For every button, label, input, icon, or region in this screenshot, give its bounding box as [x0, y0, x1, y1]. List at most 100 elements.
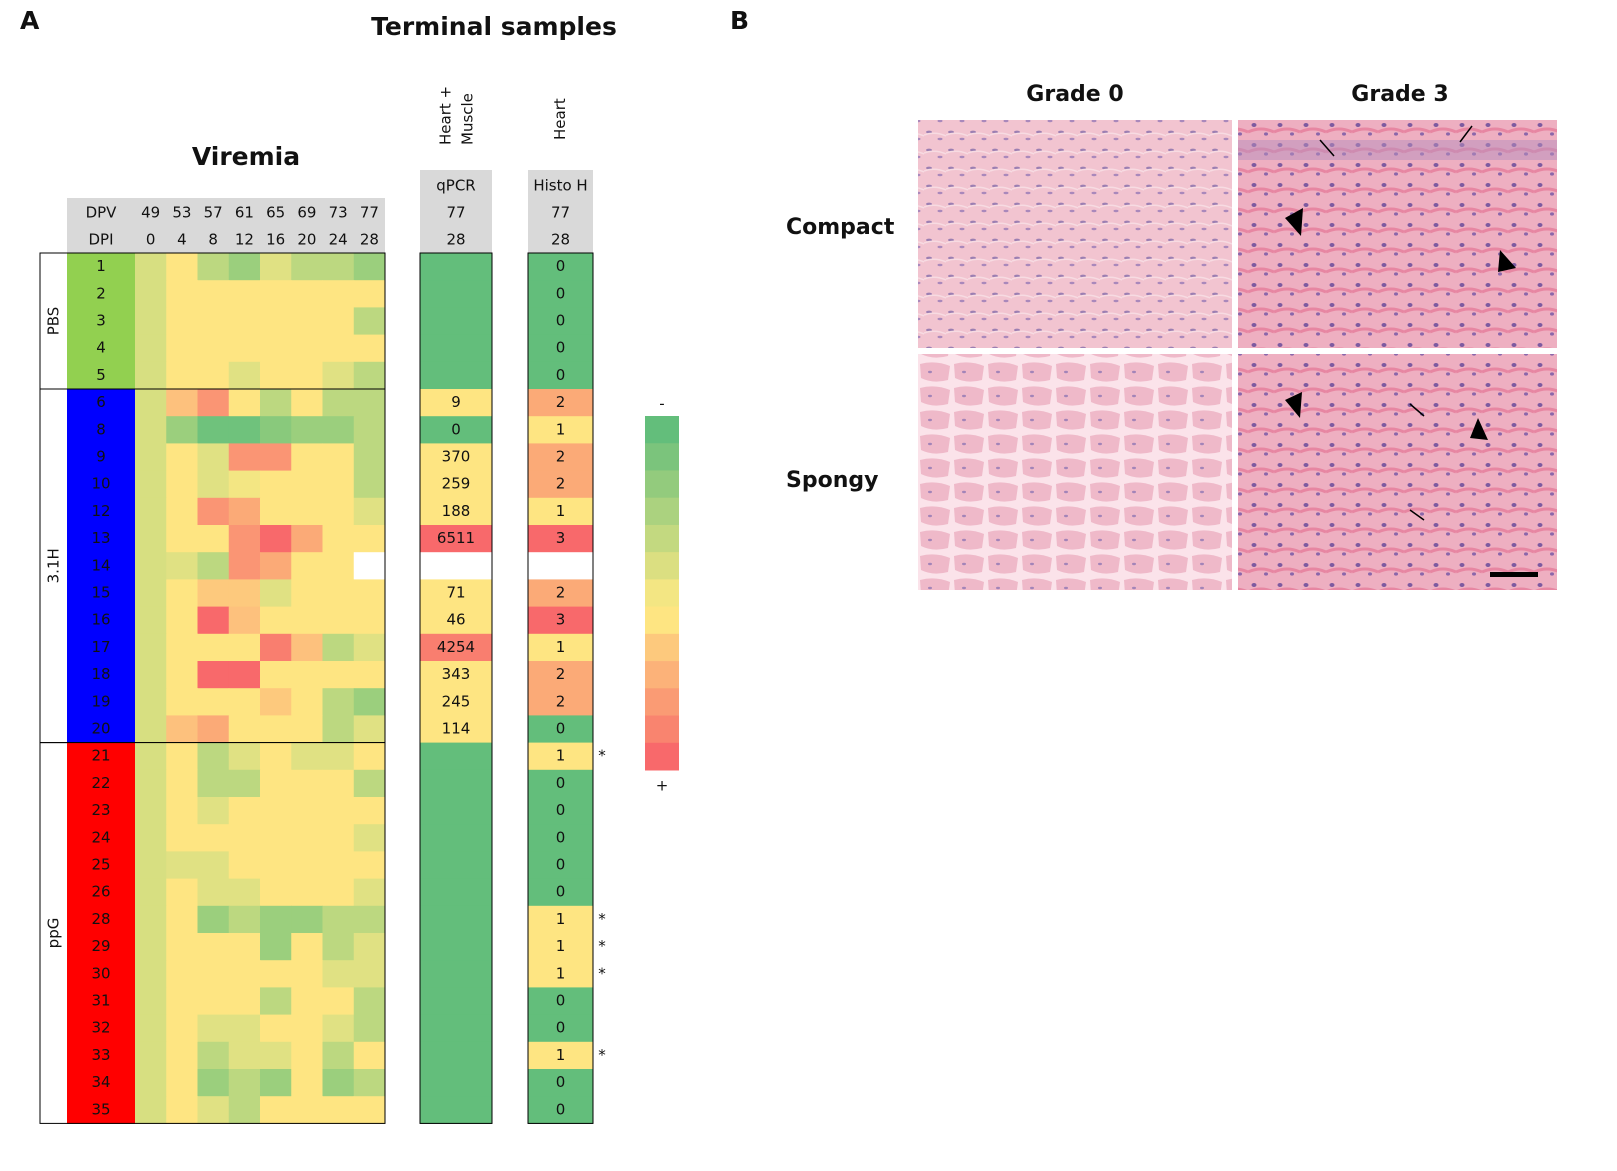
heat-cell [135, 987, 167, 1016]
row-id: 24 [91, 828, 110, 846]
dpi-value: 28 [446, 231, 465, 249]
heat-cell [135, 851, 167, 880]
heat-cell [353, 307, 386, 336]
heat-cell [260, 307, 292, 336]
heat-cell [260, 1014, 292, 1043]
heat-cell [353, 824, 386, 852]
histo-cell [528, 334, 593, 363]
qpcr-value: 0 [451, 420, 461, 438]
qpcr-cell [420, 1096, 492, 1124]
row-id-bg [67, 497, 135, 526]
heat-cell [322, 905, 355, 934]
heat-cell [260, 742, 292, 771]
heat-cell [260, 470, 292, 499]
row-id: 20 [91, 720, 110, 738]
histo-score: 0 [556, 1073, 566, 1091]
histo-cell [528, 633, 593, 662]
heat-cell [135, 470, 167, 499]
row-id: 34 [91, 1073, 110, 1091]
heat-cell [291, 633, 323, 662]
heat-cell [291, 525, 323, 553]
row-id: 31 [91, 992, 110, 1010]
heat-cell [228, 525, 261, 553]
heat-cell [322, 1014, 355, 1043]
heat-cell [291, 987, 323, 1016]
row-id: 29 [91, 937, 110, 955]
heat-cell [322, 389, 355, 417]
row-id-bg [67, 878, 135, 907]
dpv-value: 77 [446, 204, 465, 222]
heat-cell [291, 280, 323, 308]
histo-cell [528, 824, 593, 852]
heat-cell [228, 253, 261, 281]
histo-cell [528, 1096, 593, 1124]
histo-cell [528, 416, 593, 444]
heat-cell [228, 416, 261, 444]
qpcr-cell [420, 1069, 492, 1097]
heat-cell [291, 715, 323, 744]
heat-cell [228, 987, 261, 1016]
heat-cell [166, 361, 198, 390]
heat-cell [135, 361, 167, 390]
heat-cell [166, 1096, 198, 1124]
heat-cell [197, 280, 230, 308]
heat-cell [197, 253, 230, 281]
heat-cell [228, 851, 261, 880]
histology-images [918, 120, 1557, 590]
heat-cell [166, 769, 198, 798]
heat-cell [228, 878, 261, 907]
row-id: 3 [96, 312, 106, 330]
dpv-value: 73 [329, 204, 348, 222]
dpi-value: 28 [551, 231, 570, 249]
heat-cell [291, 851, 323, 880]
row-id: 32 [91, 1019, 110, 1037]
row-id: 1 [96, 257, 106, 275]
heat-cell [197, 525, 230, 553]
heat-cell [228, 1041, 261, 1070]
heat-cell [135, 633, 167, 662]
heat-cell [135, 525, 167, 553]
histo-score: 1 [556, 910, 566, 928]
heat-cell [166, 715, 198, 744]
histo-score: 2 [556, 475, 566, 493]
heat-cell [197, 960, 230, 988]
qpcr-cell [420, 742, 492, 771]
heat-cell [135, 933, 167, 961]
histo-cell [528, 280, 593, 308]
heat-cell [166, 1041, 198, 1070]
row-id-bg [67, 389, 135, 417]
row-id-bg [67, 1014, 135, 1043]
qpcr-value: 259 [442, 475, 471, 493]
group-label: 3.1H [45, 548, 63, 583]
heat-cell [228, 742, 261, 771]
dpi-value: 0 [146, 231, 156, 249]
heat-cell [260, 824, 292, 852]
histo-cell [528, 552, 593, 580]
legend-swatch [645, 524, 679, 553]
histo-cell [528, 307, 593, 336]
heat-cell [135, 878, 167, 907]
heat-cell [166, 443, 198, 472]
heat-cell [135, 742, 167, 771]
legend-swatch [645, 497, 679, 526]
row-id: 16 [91, 611, 110, 629]
heat-cell [322, 1041, 355, 1070]
histo-score: 0 [556, 828, 566, 846]
heat-cell [197, 361, 230, 390]
histo-cell [528, 497, 593, 526]
legend-swatch [645, 661, 679, 689]
heat-cell [166, 579, 198, 608]
histo-score: 1 [556, 1046, 566, 1064]
row-id: 6 [96, 393, 106, 411]
qpcr-cell [420, 715, 492, 744]
qpcr-frame [419, 252, 493, 1124]
row-id-bg [67, 715, 135, 744]
qpcr-cell [420, 253, 492, 281]
heat-cell [260, 334, 292, 363]
assay-label: Histo H [533, 177, 587, 195]
row-id-bg [67, 280, 135, 308]
heat-cell [291, 389, 323, 417]
row-id-bg [67, 688, 135, 716]
heat-cell [322, 960, 355, 988]
